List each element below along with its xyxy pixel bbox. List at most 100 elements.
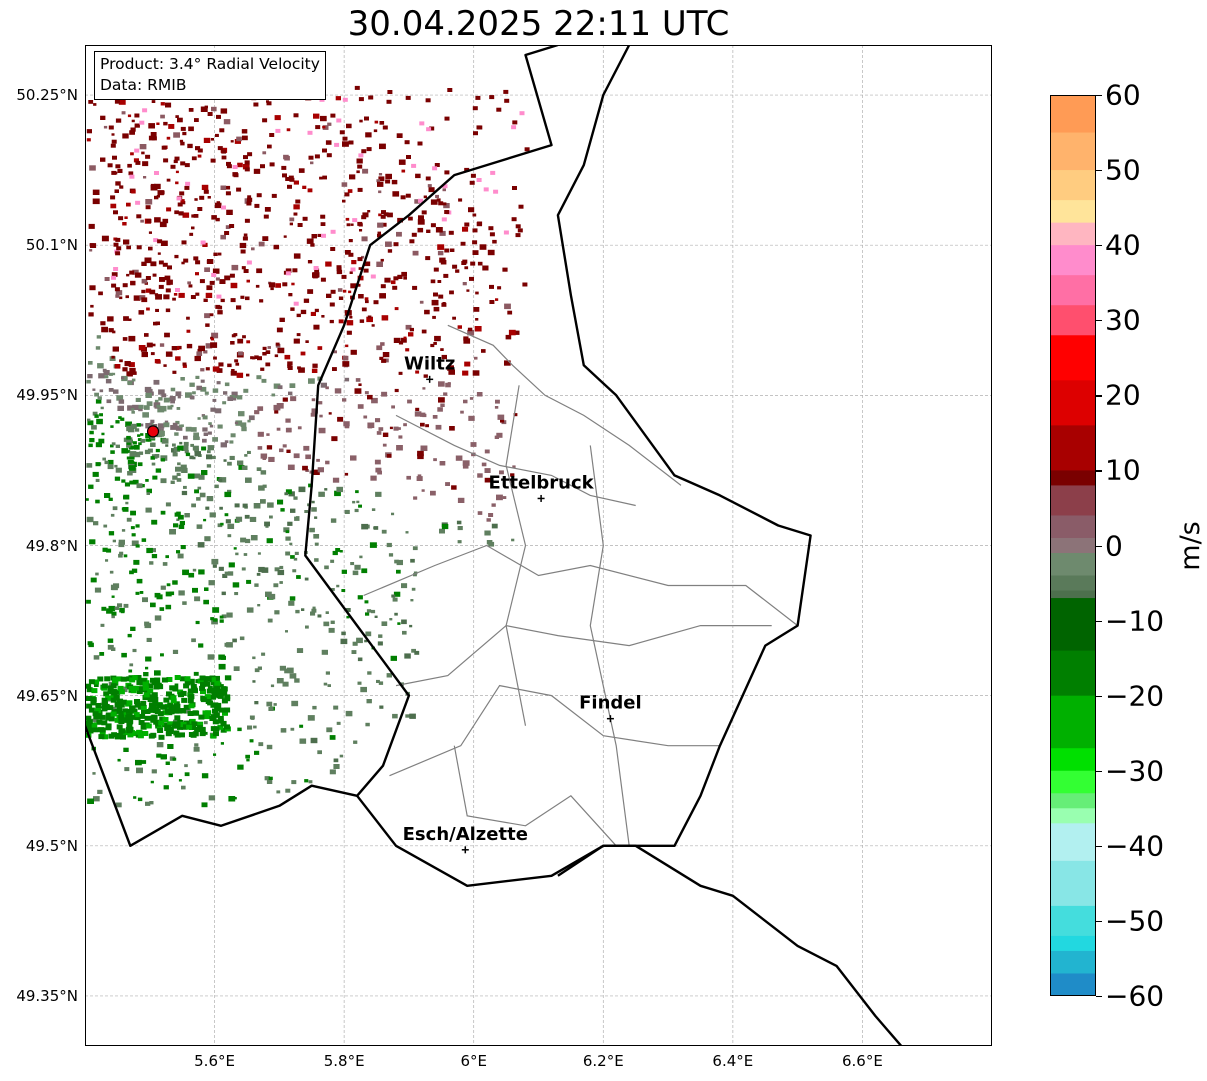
colorbar-segment xyxy=(1050,515,1096,539)
colorbar-segment xyxy=(1050,380,1096,426)
city-label: Wiltz xyxy=(404,353,455,374)
national-borders xyxy=(85,45,903,1046)
colorbar-tick-label: 50 xyxy=(1105,153,1141,187)
city-label: Findel xyxy=(579,693,642,714)
lat-tick-label: 50.1°N xyxy=(25,236,78,255)
colorbar-segment xyxy=(1050,470,1096,487)
colorbar-tick-label: 40 xyxy=(1105,228,1141,262)
colorbar-tick-label: 60 xyxy=(1105,78,1141,112)
lon-tick-label: 6°E xyxy=(460,1052,487,1070)
lon-tick-label: 6.4°E xyxy=(712,1052,754,1070)
regional-border-line xyxy=(389,684,720,777)
lat-tick-label: 49.5°N xyxy=(25,836,78,855)
colorbar-tick-mark xyxy=(1096,95,1102,97)
colorbar-segment xyxy=(1050,860,1096,907)
city-markers: Wiltz Ettelbruck Findel Esch/Alzette xyxy=(403,353,642,854)
national-border-line xyxy=(304,45,903,1046)
colorbar-segment xyxy=(1050,553,1096,577)
colorbar-segment xyxy=(1050,598,1096,652)
colorbar-tick-label: 10 xyxy=(1105,453,1141,487)
colorbar-tick-mark xyxy=(1096,996,1102,998)
colorbar-tick-mark xyxy=(1096,695,1102,697)
colorbar-tick-mark xyxy=(1096,320,1102,322)
colorbar-segment xyxy=(1050,170,1096,201)
colorbar-tick-mark xyxy=(1096,395,1102,397)
colorbar-segment xyxy=(1050,275,1096,306)
colorbar-segment xyxy=(1050,650,1096,697)
colorbar-segment xyxy=(1050,95,1096,134)
city-label: Esch/Alzette xyxy=(403,824,528,845)
lon-tick-label: 5.8°E xyxy=(323,1052,365,1070)
radar-site-marker xyxy=(146,425,160,438)
colorbar-segment xyxy=(1050,770,1096,794)
colorbar-segment xyxy=(1050,200,1096,224)
colorbar-segment xyxy=(1050,425,1096,472)
regional-border-line xyxy=(453,745,617,847)
regional-border-line xyxy=(589,445,630,846)
colorbar-segment xyxy=(1050,748,1096,772)
regional-border-line xyxy=(395,414,636,507)
product-info-box: Product: 3.4° Radial Velocity Data: RMIB xyxy=(94,51,326,100)
colorbar-segment xyxy=(1050,335,1096,381)
lat-tick-label: 49.8°N xyxy=(25,536,78,555)
national-border-line xyxy=(85,725,358,847)
colorbar-segment xyxy=(1050,935,1096,952)
colorbar-segment xyxy=(1050,590,1096,599)
colorbar-segment xyxy=(1050,245,1096,276)
radar-map: Wiltz Ettelbruck Findel Esch/Alzette xyxy=(85,45,992,1046)
colorbar-segment xyxy=(1050,222,1096,246)
colorbar-tick-mark xyxy=(1096,470,1102,472)
colorbar-segment xyxy=(1050,695,1096,749)
regional-border-line xyxy=(505,385,527,726)
colorbar-segment xyxy=(1050,950,1096,975)
regional-border-line xyxy=(395,624,772,687)
national-border-line xyxy=(556,45,812,877)
lat-tick-label: 49.35°N xyxy=(16,986,78,1005)
data-source-label: Data: RMIB xyxy=(100,76,187,94)
lon-tick-label: 6.6°E xyxy=(842,1052,883,1070)
colorbar-unit-label: m/s xyxy=(1175,521,1207,571)
regional-borders xyxy=(363,324,798,847)
city-label: Ettelbruck xyxy=(489,472,595,493)
colorbar-tick-mark xyxy=(1096,170,1102,172)
radar-echoes xyxy=(85,65,530,808)
lat-tick-label: 49.95°N xyxy=(16,386,78,405)
colorbar-segment xyxy=(1050,575,1096,592)
product-label: Product: 3.4° Radial Velocity xyxy=(100,55,320,73)
lon-tick-label: 6.2°E xyxy=(582,1052,624,1070)
colorbar-segment xyxy=(1050,905,1096,937)
lon-tick-label: 5.6°E xyxy=(194,1052,235,1070)
colorbar-tick-mark xyxy=(1096,770,1102,772)
colorbar-tick-mark xyxy=(1096,620,1102,622)
colorbar-tick-label: −10 xyxy=(1105,604,1165,638)
city-marker: Wiltz xyxy=(404,353,455,383)
regional-border-line xyxy=(363,544,798,627)
city-marker: Ettelbruck xyxy=(489,472,595,502)
colorbar-segment xyxy=(1050,537,1096,554)
colorbar-tick-mark xyxy=(1096,245,1102,247)
colorbar-tick-label: −20 xyxy=(1105,679,1165,713)
map-title: 30.04.2025 22:11 UTC xyxy=(347,4,730,44)
colorbar-tick-label: 30 xyxy=(1105,303,1141,337)
colorbar-tick-label: −30 xyxy=(1105,754,1165,788)
colorbar-segment xyxy=(1050,793,1096,809)
colorbar-tick-mark xyxy=(1096,845,1102,848)
colorbar-tick-mark xyxy=(1096,920,1102,923)
city-marker: Findel xyxy=(579,693,642,723)
colorbar-tick-label: −50 xyxy=(1105,904,1165,938)
colorbar-tick-mark xyxy=(1096,545,1102,547)
colorbar-tick-label: 0 xyxy=(1105,529,1123,562)
lat-tick-label: 50.25°N xyxy=(16,86,78,105)
colorbar xyxy=(1050,95,1096,996)
colorbar-segment xyxy=(1050,305,1096,336)
colorbar-tick-label: −60 xyxy=(1105,979,1165,1013)
colorbar-segment xyxy=(1050,132,1096,171)
colorbar-segment xyxy=(1050,808,1096,824)
colorbar-segment xyxy=(1050,973,1096,996)
regional-border-line xyxy=(447,324,682,486)
colorbar-segment xyxy=(1050,485,1096,517)
colorbar-tick-label: 20 xyxy=(1105,378,1141,412)
colorbar-segment xyxy=(1050,823,1096,862)
grid-lines xyxy=(85,45,992,1046)
city-marker: Esch/Alzette xyxy=(403,824,528,854)
